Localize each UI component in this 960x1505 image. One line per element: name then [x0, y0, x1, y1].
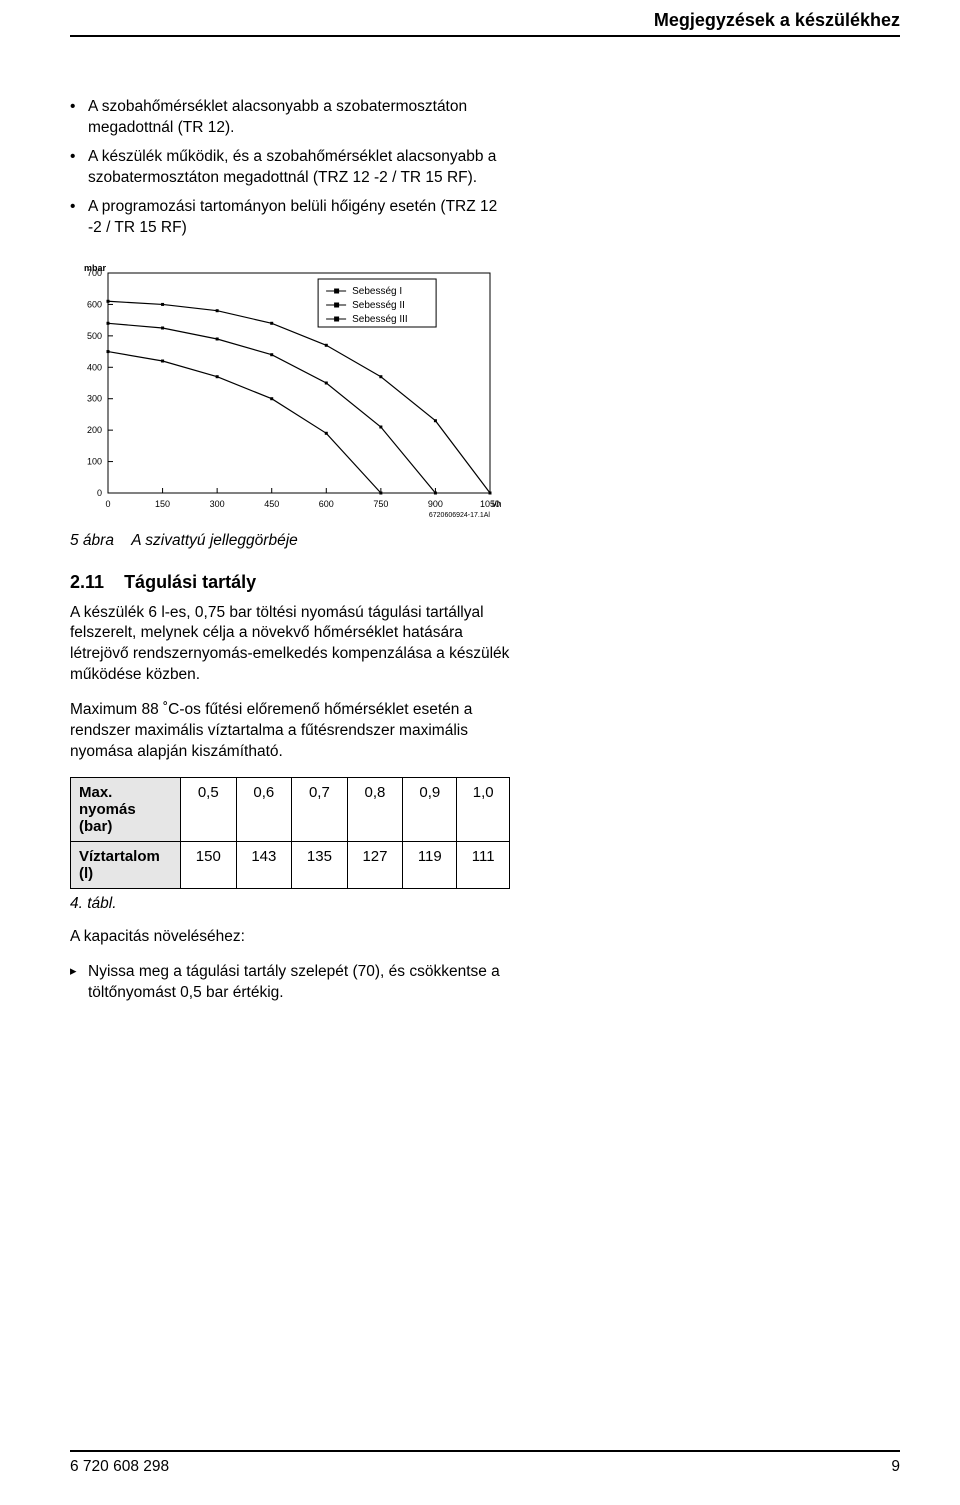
svg-text:l/h: l/h [492, 499, 502, 509]
table-caption: 4. tábl. [70, 895, 510, 913]
table-cell: 111 [457, 841, 510, 888]
svg-text:mbar: mbar [84, 263, 107, 273]
table-cell: 0,8 [347, 777, 403, 841]
svg-text:Sebesség I: Sebesség I [352, 286, 402, 297]
figure-caption: 5 ábra A szivattyú jelleggörbéje [70, 532, 510, 550]
paragraph: A kapacitás növeléséhez: [70, 927, 510, 948]
table-cell: 1,0 [457, 777, 510, 841]
paragraph: Maximum 88 ˚C-os fűtési előremenő hőmérs… [70, 700, 510, 763]
list-item: A szobahőmérséklet alacsonyabb a szobate… [70, 97, 510, 139]
svg-text:450: 450 [264, 499, 279, 509]
table-cell: 0,6 [236, 777, 292, 841]
svg-text:600: 600 [87, 299, 102, 309]
table-cell: 0,5 [181, 777, 237, 841]
figure-title: A szivattyú jelleggörbéje [131, 532, 298, 549]
svg-text:0: 0 [97, 488, 102, 498]
row-header: Víztartalom (l) [71, 841, 181, 888]
pump-chart-svg: 0100200300400500600700015030045060075090… [70, 259, 510, 519]
svg-text:150: 150 [155, 499, 170, 509]
footer-doc-number: 6 720 608 298 [70, 1458, 169, 1476]
svg-text:900: 900 [428, 499, 443, 509]
svg-text:100: 100 [87, 456, 102, 466]
svg-text:6720606924-17.1Al: 6720606924-17.1Al [429, 512, 491, 519]
table-cell: 119 [403, 841, 457, 888]
list-item: A készülék működik, és a szobahőmérsékle… [70, 147, 510, 189]
section-title: Tágulási tartály [124, 572, 256, 592]
table-cell: 135 [292, 841, 348, 888]
svg-text:0: 0 [105, 499, 110, 509]
expansion-vessel-table: Max. nyomás (bar) 0,5 0,6 0,7 0,8 0,9 1,… [70, 777, 510, 889]
page-footer: 6 720 608 298 9 [0, 1450, 960, 1476]
svg-text:750: 750 [373, 499, 388, 509]
section-heading: 2.11 Tágulási tartály [70, 572, 510, 593]
svg-text:300: 300 [210, 499, 225, 509]
table-cell: 150 [181, 841, 237, 888]
table-cell: 0,9 [403, 777, 457, 841]
bullet-list-action: Nyissa meg a tágulási tartály szelepét (… [70, 962, 510, 1004]
svg-text:600: 600 [319, 499, 334, 509]
svg-text:400: 400 [87, 362, 102, 372]
footer-rule [70, 1450, 900, 1452]
svg-text:500: 500 [87, 330, 102, 340]
table-cell: 143 [236, 841, 292, 888]
svg-text:Sebesség III: Sebesség III [352, 314, 408, 325]
table-cell: 0,7 [292, 777, 348, 841]
bullet-list-top: A szobahőmérséklet alacsonyabb a szobate… [70, 97, 510, 239]
list-item: A programozási tartományon belüli hőigén… [70, 197, 510, 239]
table-cell: 127 [347, 841, 403, 888]
svg-text:300: 300 [87, 393, 102, 403]
footer-page-number: 9 [891, 1458, 900, 1476]
paragraph: A készülék 6 l-es, 0,75 bar töltési nyom… [70, 603, 510, 687]
pump-chart: 0100200300400500600700015030045060075090… [70, 259, 510, 524]
svg-text:Sebesség II: Sebesség II [352, 300, 405, 311]
figure-number: 5 ábra [70, 532, 114, 549]
svg-text:200: 200 [87, 425, 102, 435]
header-rule [70, 35, 900, 37]
row-header: Max. nyomás (bar) [71, 777, 181, 841]
list-item: Nyissa meg a tágulási tartály szelepét (… [70, 962, 510, 1004]
section-number: 2.11 [70, 572, 104, 592]
page-header-title: Megjegyzések a készülékhez [70, 0, 900, 35]
